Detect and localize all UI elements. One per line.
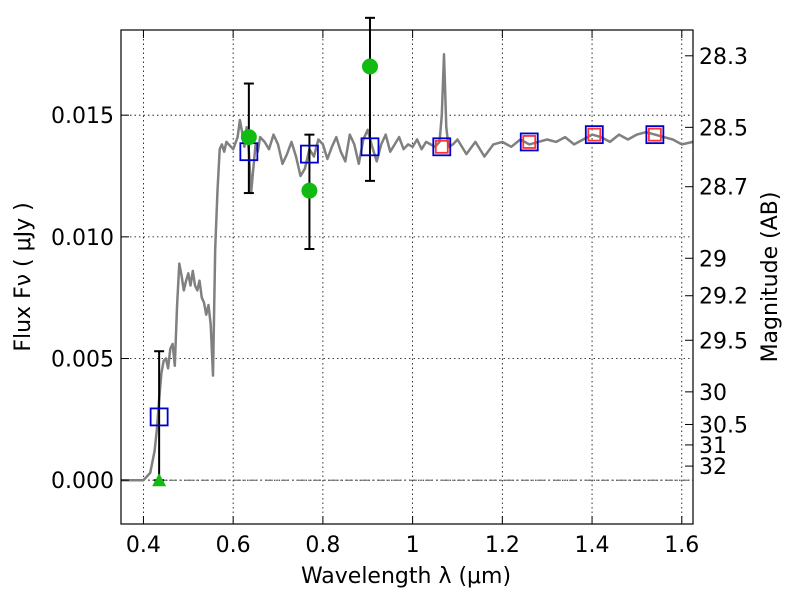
photometry-square (584, 125, 604, 145)
right-tick-label: 28.5 (699, 116, 748, 141)
y-tick-label: 0.000 (51, 469, 114, 494)
y-axis-label: Flux Fν ( μJy ) (11, 202, 36, 351)
photometry-square (432, 137, 452, 157)
right-tick-label: 28.3 (699, 45, 748, 70)
photometry-square (519, 132, 539, 152)
right-tick-label: 29.2 (699, 285, 748, 310)
right-axis-label: Magnitude (AB) (758, 192, 783, 363)
photometry-square (645, 125, 665, 145)
photometry-square (647, 127, 662, 142)
x-tick-label: 0.8 (305, 533, 340, 558)
y-tick-label: 0.005 (51, 348, 114, 373)
right-tick-label: 29.5 (699, 329, 748, 354)
photometry-square (434, 139, 449, 154)
photometry-square (300, 144, 319, 164)
x-tick-label: 0.6 (216, 533, 251, 558)
right-tick-label: 28.7 (699, 176, 748, 201)
right-tick-label: 30 (699, 381, 727, 406)
x-tick-label: 1.2 (485, 533, 520, 558)
y-tick-label: 0.015 (51, 104, 114, 129)
plot-frame (120, 29, 694, 525)
right-tick-label: 32 (699, 455, 727, 480)
grid-lines (121, 30, 693, 524)
plot-area (121, 16, 694, 487)
x-axis-label: Wavelength λ (μm) (301, 564, 511, 589)
photometry-square (522, 135, 537, 149)
right-tick-label: 30.5 (699, 413, 748, 438)
x-tick-label: 1.4 (575, 533, 610, 558)
upper-limit-triangle (152, 473, 167, 487)
photometry-square (587, 127, 602, 142)
detection-point (361, 58, 378, 75)
detection-point (301, 182, 318, 199)
axis-ticks: 0.4 0.6 0.8 1 1.2 1.4 1.6 0.000 0.005 0.010 0.015 2… (51, 30, 748, 558)
x-tick-label: 1 (406, 533, 420, 558)
right-tick-label: 31 (699, 434, 727, 459)
x-tick-label: 0.4 (126, 533, 161, 558)
right-tick-label: 29 (699, 247, 727, 272)
x-tick-label: 1.6 (664, 533, 699, 558)
photometry-square (360, 137, 380, 157)
photometry-square (149, 407, 169, 427)
detection-point (240, 129, 257, 146)
y-tick-label: 0.010 (51, 226, 114, 251)
spectrum-line (121, 53, 694, 482)
